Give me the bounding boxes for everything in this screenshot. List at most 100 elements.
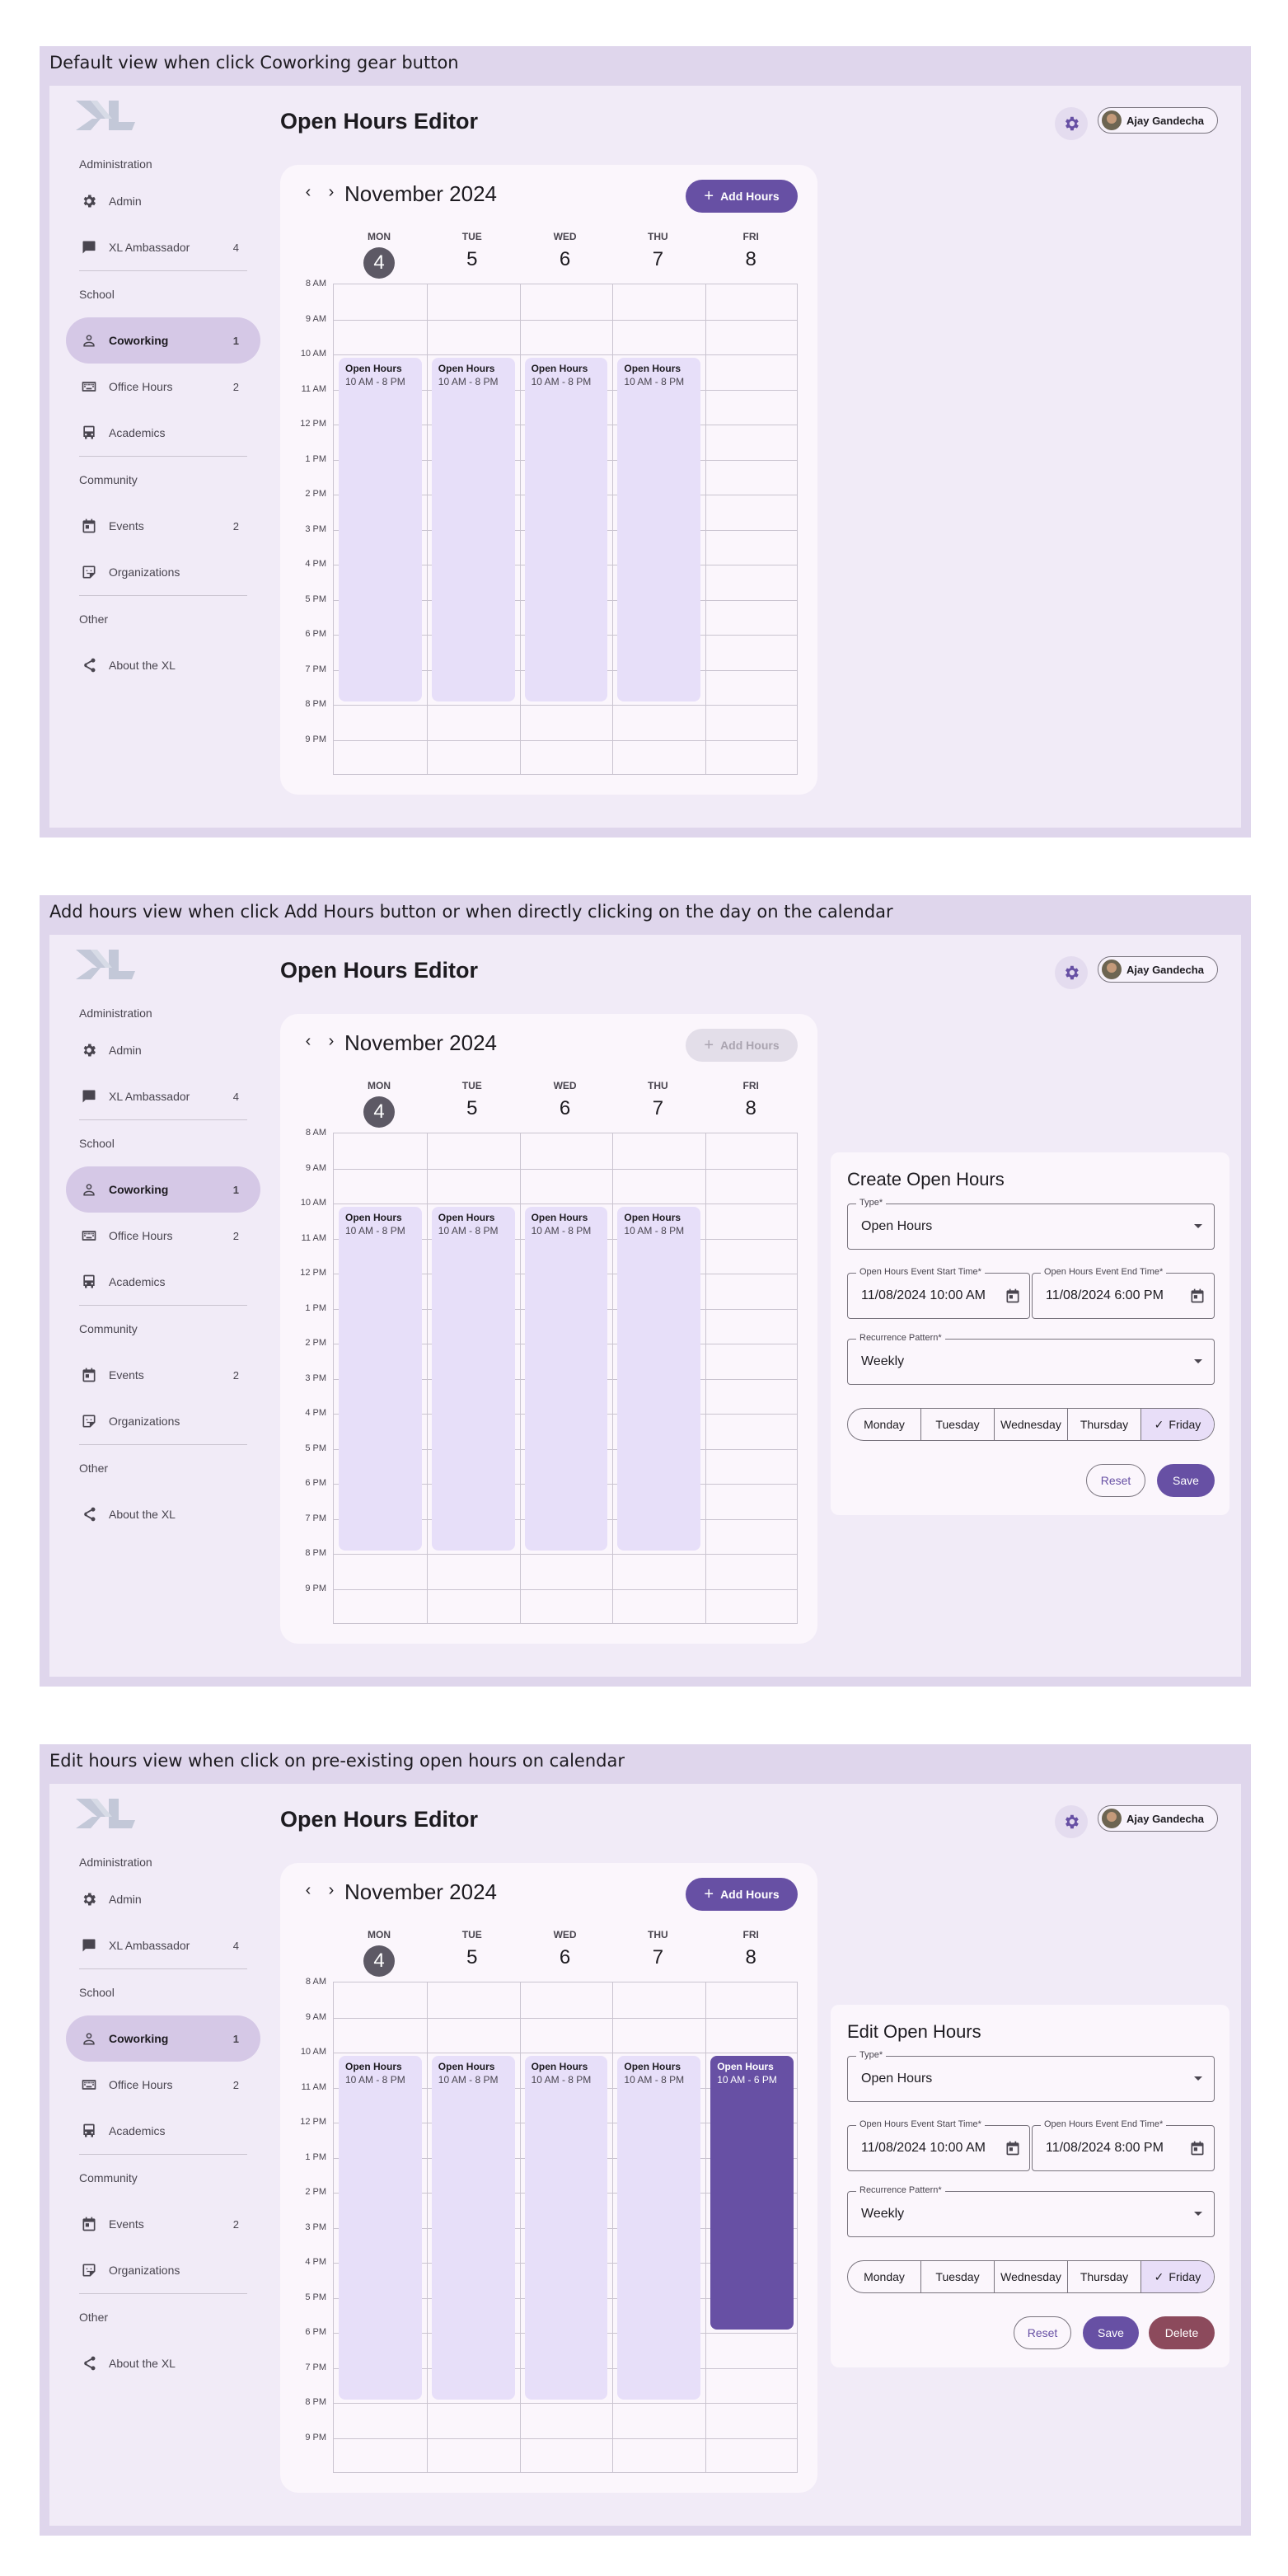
- user-profile-chip[interactable]: Ajay Gandecha: [1098, 107, 1218, 134]
- sidebar-item-coworking[interactable]: Coworking 1: [66, 2015, 260, 2062]
- sidebar-item-coworking[interactable]: Coworking 1: [66, 317, 260, 364]
- add-hours-button[interactable]: + Add Hours: [686, 1878, 798, 1911]
- day-header[interactable]: THU 7: [611, 1080, 704, 1124]
- weekday-tuesday[interactable]: Tuesday: [921, 2261, 995, 2292]
- reset-button[interactable]: Reset: [1014, 2316, 1071, 2349]
- user-profile-chip[interactable]: Ajay Gandecha: [1098, 1805, 1218, 1832]
- weekday-tuesday[interactable]: Tuesday: [921, 1409, 995, 1440]
- day-header[interactable]: FRI 8: [705, 1929, 797, 1973]
- sidebar-item-office-hours[interactable]: Office Hours 2: [66, 2062, 260, 2108]
- calendar-icon[interactable]: [1005, 2140, 1021, 2156]
- day-header[interactable]: WED 6: [519, 1080, 611, 1124]
- day-header[interactable]: WED 6: [519, 231, 611, 275]
- sidebar-item-about-the-xl[interactable]: About the XL: [66, 642, 260, 688]
- day-header[interactable]: TUE 5: [426, 1929, 518, 1973]
- weekday-monday[interactable]: Monday: [848, 1409, 921, 1440]
- chevron-right-icon[interactable]: ›: [328, 1881, 335, 1899]
- sidebar-item-events[interactable]: Events 2: [66, 503, 260, 549]
- add-hours-button[interactable]: + Add Hours: [686, 180, 798, 213]
- save-button[interactable]: Save: [1157, 1464, 1215, 1497]
- calendar-grid[interactable]: Open Hours 10 AM - 8 PM Open Hours 10 AM - …: [333, 1982, 798, 2473]
- day-header[interactable]: WED 6: [519, 1929, 611, 1973]
- weekday-friday[interactable]: ✓ Friday: [1141, 1409, 1214, 1440]
- open-hours-event[interactable]: Open Hours 10 AM - 8 PM: [617, 358, 701, 701]
- gear-icon: [1066, 965, 1079, 980]
- sidebar-item-events[interactable]: Events 2: [66, 1352, 260, 1398]
- weekday-thursday[interactable]: Thursday: [1068, 2261, 1141, 2292]
- day-header[interactable]: MON 4: [333, 1929, 425, 1977]
- open-hours-event[interactable]: Open Hours 10 AM - 8 PM: [431, 358, 515, 701]
- sidebar-item-organizations[interactable]: Organizations: [66, 1398, 260, 1444]
- open-hours-event[interactable]: Open Hours 10 AM - 8 PM: [339, 358, 422, 701]
- sidebar-item-admin[interactable]: Admin: [66, 178, 260, 224]
- type-select[interactable]: Type* Open Hours: [847, 1198, 1215, 1250]
- open-hours-event[interactable]: Open Hours 10 AM - 8 PM: [339, 1207, 422, 1551]
- open-hours-event[interactable]: Open Hours 10 AM - 8 PM: [431, 2056, 515, 2400]
- chevron-left-icon[interactable]: ‹: [305, 183, 311, 201]
- sidebar-item-academics[interactable]: Academics: [66, 2108, 260, 2154]
- open-hours-event[interactable]: Open Hours 10 AM - 8 PM: [524, 2056, 608, 2400]
- calendar-icon[interactable]: [1189, 1288, 1206, 1304]
- chevron-right-icon[interactable]: ›: [328, 183, 335, 201]
- user-profile-chip[interactable]: Ajay Gandecha: [1098, 956, 1218, 983]
- sidebar-item-coworking[interactable]: Coworking 1: [66, 1166, 260, 1213]
- chevron-left-icon[interactable]: ‹: [305, 1032, 311, 1050]
- sidebar-item-admin[interactable]: Admin: [66, 1027, 260, 1073]
- sidebar-item-xl-ambassador[interactable]: XL Ambassador 4: [66, 1073, 260, 1119]
- chevron-left-icon[interactable]: ‹: [305, 1881, 311, 1899]
- sidebar-item-about-the-xl[interactable]: About the XL: [66, 1491, 260, 1537]
- open-hours-event[interactable]: Open Hours 10 AM - 8 PM: [617, 2056, 701, 2400]
- recurrence-select[interactable]: Recurrence Pattern* Weekly: [847, 1333, 1215, 1385]
- open-hours-event[interactable]: Open Hours 10 AM - 8 PM: [524, 1207, 608, 1551]
- day-header[interactable]: THU 7: [611, 1929, 704, 1973]
- end-time-field[interactable]: Open Hours Event End Time* 11/08/2024 6:0…: [1032, 1267, 1215, 1319]
- calendar-grid[interactable]: Open Hours 10 AM - 8 PM Open Hours 10 AM - …: [333, 1133, 798, 1624]
- end-time-field[interactable]: Open Hours Event End Time* 11/08/2024 8:0…: [1032, 2119, 1215, 2171]
- recurrence-select[interactable]: Recurrence Pattern* Weekly: [847, 2185, 1215, 2237]
- sidebar-item-office-hours[interactable]: Office Hours 2: [66, 364, 260, 410]
- settings-button[interactable]: [1055, 956, 1088, 989]
- chevron-right-icon[interactable]: ›: [328, 1032, 335, 1050]
- sidebar-item-label: Events: [109, 519, 144, 533]
- field-value: Open Hours: [861, 2072, 933, 2086]
- day-header[interactable]: TUE 5: [426, 1080, 518, 1124]
- settings-button[interactable]: [1055, 107, 1088, 140]
- selected-open-hours-event[interactable]: Open Hours 10 AM - 6 PM: [710, 2056, 794, 2330]
- calendar-icon[interactable]: [1005, 1288, 1021, 1304]
- settings-button[interactable]: [1055, 1805, 1088, 1838]
- open-hours-event[interactable]: Open Hours 10 AM - 8 PM: [617, 1207, 701, 1551]
- calendar-icon[interactable]: [1189, 2140, 1206, 2156]
- type-select[interactable]: Type* Open Hours: [847, 2050, 1215, 2102]
- open-hours-event[interactable]: Open Hours 10 AM - 8 PM: [431, 1207, 515, 1551]
- sidebar-item-xl-ambassador[interactable]: XL Ambassador 4: [66, 1922, 260, 1968]
- start-time-field[interactable]: Open Hours Event Start Time* 11/08/2024 1…: [847, 1267, 1030, 1319]
- sidebar-item-academics[interactable]: Academics: [66, 1259, 260, 1305]
- weekday-wednesday[interactable]: Wednesday: [995, 1409, 1068, 1440]
- open-hours-event[interactable]: Open Hours 10 AM - 8 PM: [524, 358, 608, 701]
- reset-button[interactable]: Reset: [1086, 1464, 1145, 1497]
- sidebar-item-events[interactable]: Events 2: [66, 2201, 260, 2247]
- sidebar-item-about-the-xl[interactable]: About the XL: [66, 2340, 260, 2386]
- sidebar-item-organizations[interactable]: Organizations: [66, 2247, 260, 2293]
- day-header[interactable]: MON 4: [333, 1080, 425, 1128]
- calendar-grid[interactable]: Open Hours 10 AM - 8 PM Open Hours 10 AM - …: [333, 284, 798, 775]
- weekday-wednesday[interactable]: Wednesday: [995, 2261, 1068, 2292]
- add-hours-button[interactable]: + Add Hours: [686, 1029, 798, 1062]
- sidebar-item-admin[interactable]: Admin: [66, 1876, 260, 1922]
- weekday-friday[interactable]: ✓ Friday: [1141, 2261, 1214, 2292]
- sidebar-item-organizations[interactable]: Organizations: [66, 549, 260, 595]
- weekday-thursday[interactable]: Thursday: [1068, 1409, 1141, 1440]
- delete-button[interactable]: Delete: [1149, 2316, 1215, 2349]
- open-hours-event[interactable]: Open Hours 10 AM - 8 PM: [339, 2056, 422, 2400]
- day-header[interactable]: MON 4: [333, 231, 425, 279]
- day-header[interactable]: FRI 8: [705, 1080, 797, 1124]
- save-button[interactable]: Save: [1083, 2316, 1139, 2349]
- weekday-monday[interactable]: Monday: [848, 2261, 921, 2292]
- day-header[interactable]: THU 7: [611, 231, 704, 275]
- sidebar-item-academics[interactable]: Academics: [66, 410, 260, 456]
- day-header[interactable]: TUE 5: [426, 231, 518, 275]
- start-time-field[interactable]: Open Hours Event Start Time* 11/08/2024 1…: [847, 2119, 1030, 2171]
- sidebar-item-xl-ambassador[interactable]: XL Ambassador 4: [66, 224, 260, 270]
- sidebar-item-office-hours[interactable]: Office Hours 2: [66, 1213, 260, 1259]
- day-header[interactable]: FRI 8: [705, 231, 797, 275]
